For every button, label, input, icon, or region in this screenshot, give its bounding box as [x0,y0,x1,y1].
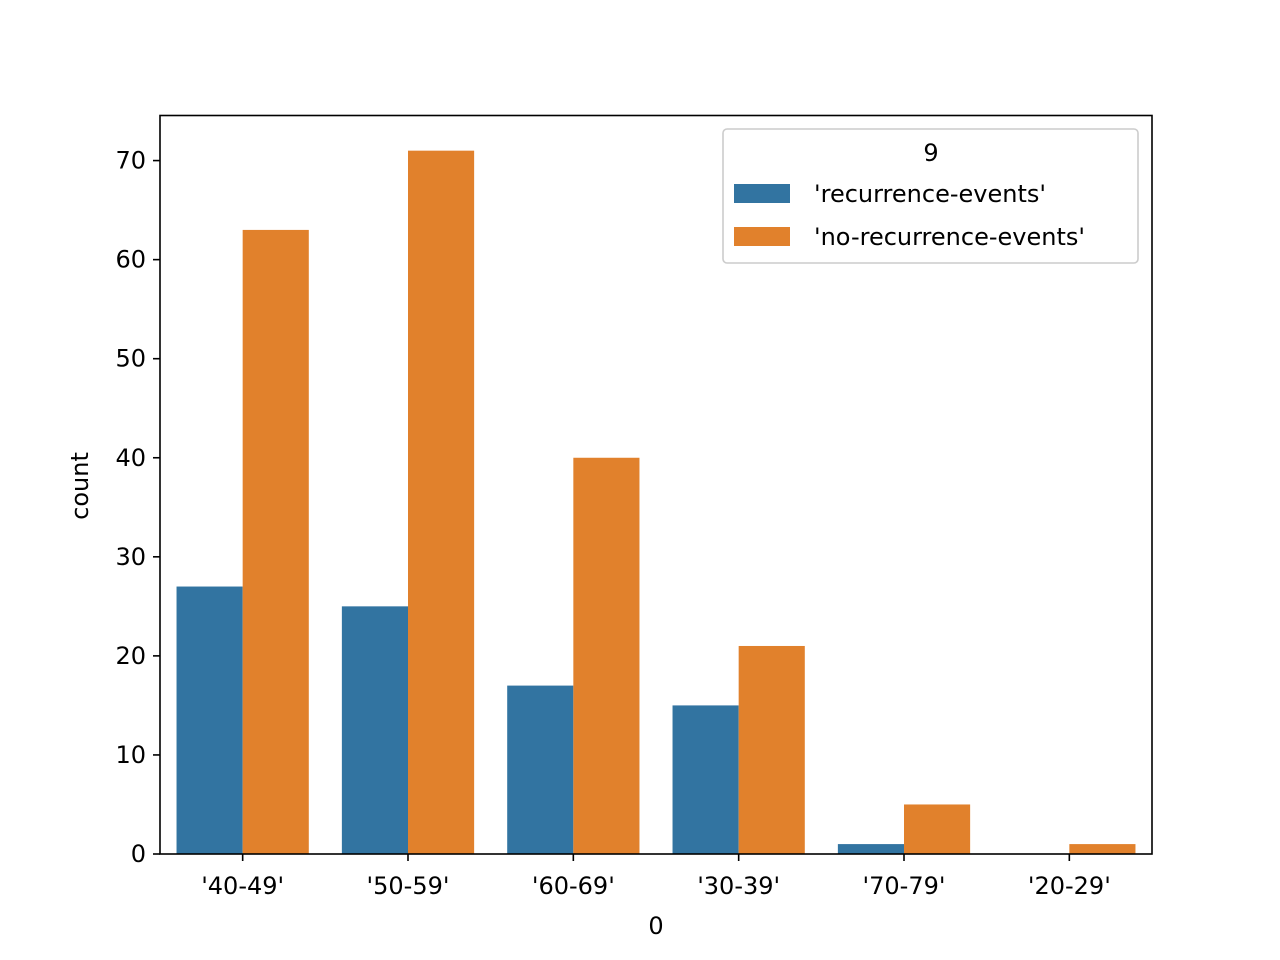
bar-no-recurrence-events-50-59 [408,150,475,854]
bar-recurrence-events-40-49 [176,586,243,854]
bar-no-recurrence-events-40-49 [242,229,309,854]
y-tick-label: 60 [115,246,146,274]
legend-swatch-no-recurrence-events [734,227,790,246]
bar-no-recurrence-events-20-29 [1069,844,1136,854]
bar-recurrence-events-50-59 [341,606,408,854]
x-tick-label: '60-69' [532,872,615,900]
legend-label-recurrence-events: 'recurrence-events' [814,180,1046,208]
x-axis-label: 0 [648,912,663,940]
y-axis-ticks: 0 10 20 30 40 50 60 70 [115,147,160,868]
y-tick-label: 0 [131,840,146,868]
legend-title: 9 [923,139,938,167]
bar-no-recurrence-events-60-69 [573,457,640,854]
y-tick-label: 20 [115,642,146,670]
legend: 9 'recurrence-events' 'no-recurrence-eve… [722,128,1139,264]
y-tick-label: 10 [115,741,146,769]
y-tick-label: 70 [115,147,146,175]
legend-swatch-recurrence-events [734,184,790,203]
bar-no-recurrence-events-70-79 [904,804,971,854]
x-axis-ticks: '40-49' '50-59' '60-69' '30-39' '70-79' '20-2… [201,854,1111,900]
bar-recurrence-events-60-69 [507,685,574,854]
y-axis-label: count [66,452,94,520]
x-tick-label: '20-29' [1028,872,1111,900]
plot-frame [159,114,1153,855]
x-tick-label: '40-49' [201,872,284,900]
y-tick-label: 50 [115,345,146,373]
bars-group [176,150,1136,854]
y-tick-label: 30 [115,543,146,571]
bar-no-recurrence-events-30-39 [738,645,805,854]
x-tick-label: '30-39' [697,872,780,900]
y-tick-label: 40 [115,444,146,472]
legend-box [722,128,1139,264]
x-tick-label: '50-59' [367,872,450,900]
bar-recurrence-events-30-39 [672,705,739,854]
x-tick-label: '70-79' [863,872,946,900]
legend-label-no-recurrence-events: 'no-recurrence-events' [814,223,1085,251]
bar-recurrence-events-70-79 [837,844,904,854]
